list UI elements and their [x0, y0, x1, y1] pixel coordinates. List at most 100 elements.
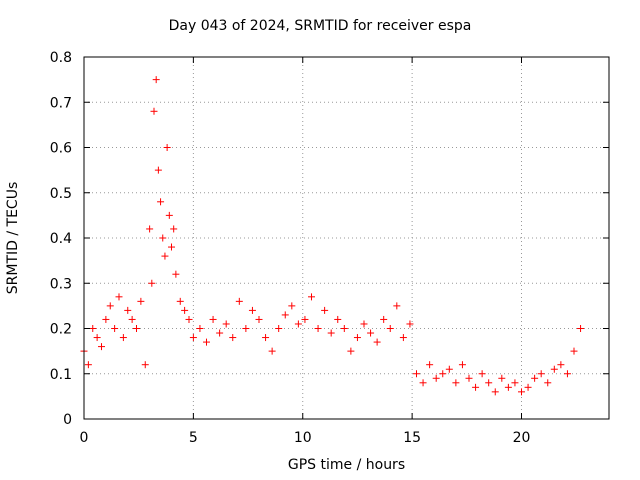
data-point — [242, 325, 250, 332]
data-point — [106, 302, 114, 310]
data-point — [504, 383, 512, 391]
data-point — [216, 329, 224, 337]
data-point — [119, 334, 127, 342]
data-point — [275, 325, 283, 332]
data-point — [128, 315, 136, 323]
data-point — [314, 325, 322, 332]
data-point — [172, 270, 180, 278]
data-point — [432, 374, 440, 382]
data-point — [154, 166, 162, 174]
data-point — [185, 315, 193, 323]
data-point — [563, 370, 571, 378]
data-point — [557, 361, 565, 369]
data-point — [524, 383, 532, 391]
data-point — [518, 388, 525, 396]
data-point — [255, 315, 263, 323]
y-tick-label: 0 — [63, 412, 72, 428]
data-point — [222, 320, 230, 328]
data-point — [133, 325, 140, 332]
data-point — [165, 211, 173, 219]
data-point — [209, 315, 217, 323]
data-point — [124, 306, 132, 314]
data-point — [157, 198, 165, 206]
data-point — [570, 347, 578, 355]
y-tick-label: 0.1 — [50, 367, 72, 383]
data-point — [498, 374, 506, 382]
x-tick-label: 15 — [403, 430, 421, 446]
data-point — [170, 225, 178, 233]
data-point — [189, 334, 197, 342]
data-point — [465, 374, 473, 382]
y-tick-label: 0.3 — [50, 276, 72, 292]
data-point — [268, 347, 276, 355]
data-point — [577, 325, 585, 332]
data-point — [196, 325, 204, 332]
y-tick-label: 0.8 — [50, 50, 72, 66]
data-point — [367, 329, 375, 337]
y-tick-label: 0.2 — [50, 322, 72, 338]
data-point — [537, 370, 545, 378]
data-point — [148, 279, 156, 287]
axis-ticks: 0 0.1 0.2 0.3 0.4 0.5 0.6 0.7 0.8 0 5 10 15 20 — [50, 50, 609, 446]
x-tick-label: 20 — [513, 430, 531, 446]
data-point — [176, 297, 184, 305]
data-point — [413, 370, 420, 378]
data-point — [301, 315, 309, 323]
data-point — [544, 379, 552, 387]
data-point — [452, 379, 460, 387]
data-point — [262, 334, 270, 342]
data-point — [115, 293, 123, 301]
y-tick-label: 0.4 — [50, 231, 72, 247]
data-point — [308, 293, 315, 301]
y-tick-label: 0.6 — [50, 141, 72, 157]
data-point — [511, 379, 519, 387]
data-point — [146, 225, 154, 233]
data-point — [386, 325, 394, 332]
data-points — [80, 76, 585, 396]
data-point — [150, 107, 158, 115]
data-point — [472, 383, 480, 391]
x-tick-label: 0 — [80, 430, 89, 446]
data-point — [478, 370, 486, 378]
data-point — [327, 329, 335, 337]
y-axis-label: SRMTID / TECUs — [5, 181, 21, 295]
data-point — [89, 325, 97, 332]
data-point — [163, 144, 171, 151]
data-point — [445, 365, 453, 373]
data-point — [419, 379, 427, 387]
data-point — [380, 315, 388, 323]
data-point — [102, 315, 110, 323]
data-point — [203, 338, 210, 346]
y-tick-label: 0.7 — [50, 95, 72, 111]
data-point — [159, 234, 167, 242]
x-axis-label: GPS time / hours — [287, 457, 406, 473]
data-point — [294, 320, 302, 328]
data-point — [439, 370, 447, 378]
chart-title: Day 043 of 2024, SRMTID for receiver esp… — [168, 18, 472, 34]
data-point — [491, 388, 499, 396]
data-point — [347, 347, 355, 355]
data-point — [98, 343, 105, 351]
data-point — [406, 320, 414, 328]
data-point — [152, 76, 160, 84]
data-point — [426, 361, 434, 369]
data-point — [229, 334, 237, 342]
data-point — [168, 243, 175, 251]
data-point — [248, 306, 256, 314]
x-tick-label: 5 — [189, 430, 198, 446]
data-point — [531, 374, 539, 382]
data-point — [281, 311, 289, 319]
data-point — [288, 302, 296, 310]
data-point — [340, 325, 348, 332]
data-point — [161, 252, 169, 260]
data-point — [137, 297, 145, 305]
y-tick-label: 0.5 — [50, 186, 72, 202]
x-tick-label: 10 — [294, 430, 312, 446]
data-point — [458, 361, 466, 369]
data-point — [181, 306, 189, 314]
data-point — [353, 334, 361, 342]
data-point — [111, 325, 119, 332]
data-point — [360, 320, 368, 328]
data-point — [84, 361, 92, 369]
